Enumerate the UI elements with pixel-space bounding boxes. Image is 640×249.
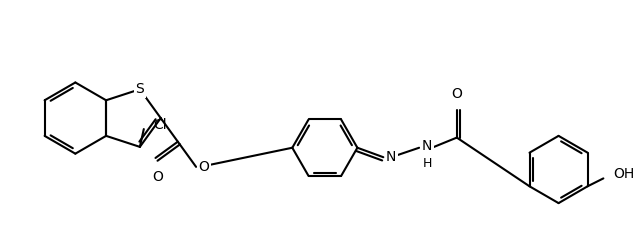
Text: O: O [152, 170, 163, 184]
Text: O: O [451, 87, 462, 101]
Text: Cl: Cl [154, 118, 167, 132]
Text: OH: OH [613, 167, 634, 182]
Text: N: N [386, 150, 396, 164]
Text: H: H [422, 157, 432, 170]
Text: O: O [198, 160, 209, 174]
Text: S: S [136, 82, 144, 96]
Text: N: N [422, 139, 432, 153]
